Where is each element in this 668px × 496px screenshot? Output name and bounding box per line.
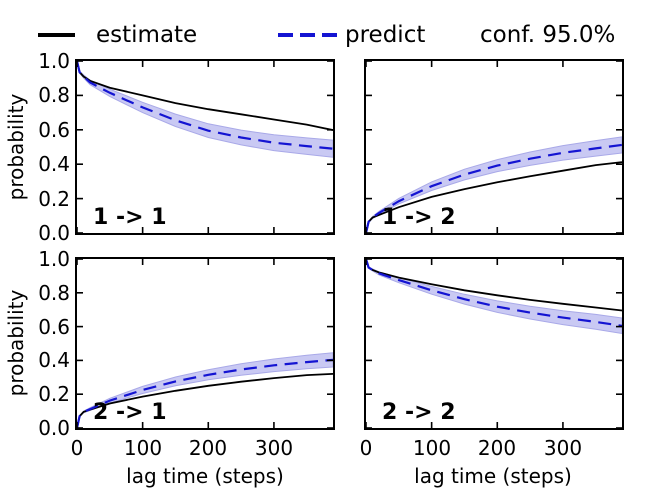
estimate-line-sample bbox=[38, 33, 75, 37]
y-axis-label-bottom-row: probability bbox=[4, 289, 28, 397]
y-tick-label: 0.0 bbox=[38, 221, 70, 245]
y-tick-label: 0.4 bbox=[38, 348, 70, 372]
subplot-2-to-2: 2 -> 2 bbox=[364, 257, 624, 430]
x-tick-label: 0 bbox=[359, 436, 373, 460]
legend-confidence-label: conf. 95.0% bbox=[480, 22, 616, 48]
predict-dash-segment bbox=[278, 33, 293, 37]
x-axis-label-left: lag time (steps) bbox=[126, 464, 284, 488]
subplot-annotation: 2 -> 1 bbox=[93, 400, 167, 425]
y-tick-label: 0.0 bbox=[38, 416, 70, 440]
y-tick-label: 0.2 bbox=[38, 187, 70, 211]
x-tick-label: 0 bbox=[70, 436, 84, 460]
y-tick-label: 0.4 bbox=[38, 152, 70, 176]
y-axis-label-top-row: probability bbox=[4, 93, 28, 201]
subplot-2-to-2-canvas bbox=[366, 259, 622, 428]
predict-line-sample bbox=[278, 33, 338, 37]
subplot-annotation: 1 -> 1 bbox=[93, 205, 167, 230]
x-tick-label: 300 bbox=[254, 436, 294, 460]
subplot-1-to-2: 1 -> 2 bbox=[364, 59, 624, 235]
subplot-1-to-2-canvas bbox=[366, 61, 622, 233]
y-tick-label: 1.0 bbox=[38, 247, 70, 271]
y-tick-label: 0.8 bbox=[38, 281, 70, 305]
subplot-1-to-1: 1 -> 1 bbox=[75, 59, 335, 235]
x-tick-label: 200 bbox=[188, 436, 228, 460]
y-tick-label: 0.8 bbox=[38, 83, 70, 107]
x-tick-label: 200 bbox=[477, 436, 517, 460]
y-tick-label: 1.0 bbox=[38, 49, 70, 73]
y-tick-label: 0.2 bbox=[38, 382, 70, 406]
x-tick-label: 100 bbox=[412, 436, 452, 460]
subplot-1-to-1-canvas bbox=[77, 61, 333, 233]
predict-dash-segment bbox=[322, 33, 337, 37]
legend-predict-label: predict bbox=[345, 22, 426, 48]
legend-estimate-label: estimate bbox=[96, 22, 198, 48]
x-tick-label: 300 bbox=[543, 436, 583, 460]
subplot-annotation: 1 -> 2 bbox=[382, 205, 456, 230]
y-tick-label: 0.6 bbox=[38, 315, 70, 339]
subplot-annotation: 2 -> 2 bbox=[382, 400, 456, 425]
subplot-2-to-1-canvas bbox=[77, 259, 333, 428]
y-tick-label: 0.6 bbox=[38, 118, 70, 142]
x-tick-label: 100 bbox=[123, 436, 163, 460]
x-axis-label-right: lag time (steps) bbox=[414, 464, 572, 488]
predict-dash-segment bbox=[300, 33, 315, 37]
subplot-2-to-1: 2 -> 1 bbox=[75, 257, 335, 430]
